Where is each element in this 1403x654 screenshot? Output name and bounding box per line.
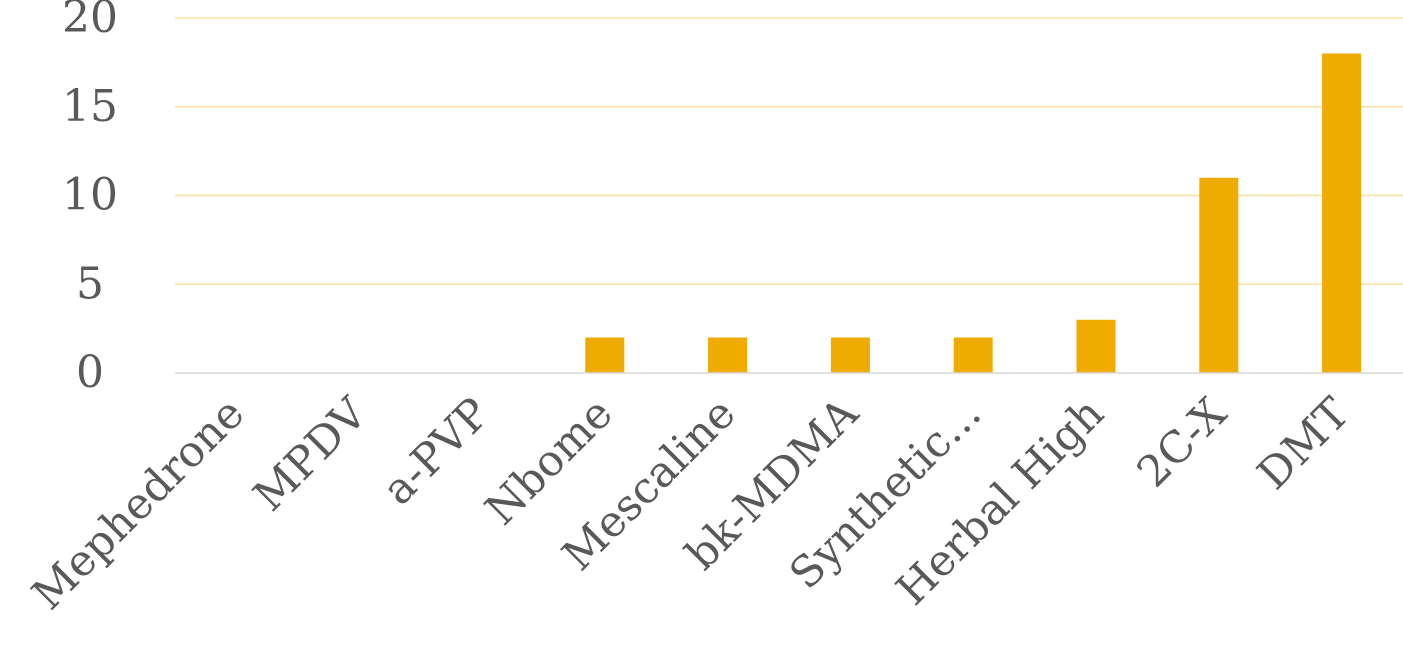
y-tick-label: 15 bbox=[62, 81, 118, 132]
y-tick-label: 5 bbox=[76, 258, 104, 309]
y-tick-label: 10 bbox=[62, 170, 118, 221]
x-category-label: 2C-X bbox=[1128, 388, 1237, 497]
bar bbox=[1322, 53, 1362, 373]
x-category-label: Mephedrone bbox=[23, 388, 254, 619]
y-tick-label: 0 bbox=[76, 347, 104, 398]
bar bbox=[830, 337, 870, 373]
bar bbox=[1076, 319, 1116, 373]
x-category-label: DMT bbox=[1248, 388, 1359, 499]
y-axis-tick-labels: 0 5 10 15 20 bbox=[62, 0, 118, 398]
x-axis-category-labels: MephedroneMPDVa-PVPNbomeMescalinebk-MDMA… bbox=[23, 388, 1360, 620]
bar bbox=[1199, 177, 1239, 373]
gridlines bbox=[175, 17, 1403, 285]
bar bbox=[708, 337, 748, 373]
bars bbox=[585, 53, 1362, 373]
y-tick-label: 20 bbox=[62, 0, 118, 43]
bar bbox=[953, 337, 993, 373]
bar bbox=[585, 337, 625, 373]
x-category-label: MPDV bbox=[244, 388, 377, 521]
